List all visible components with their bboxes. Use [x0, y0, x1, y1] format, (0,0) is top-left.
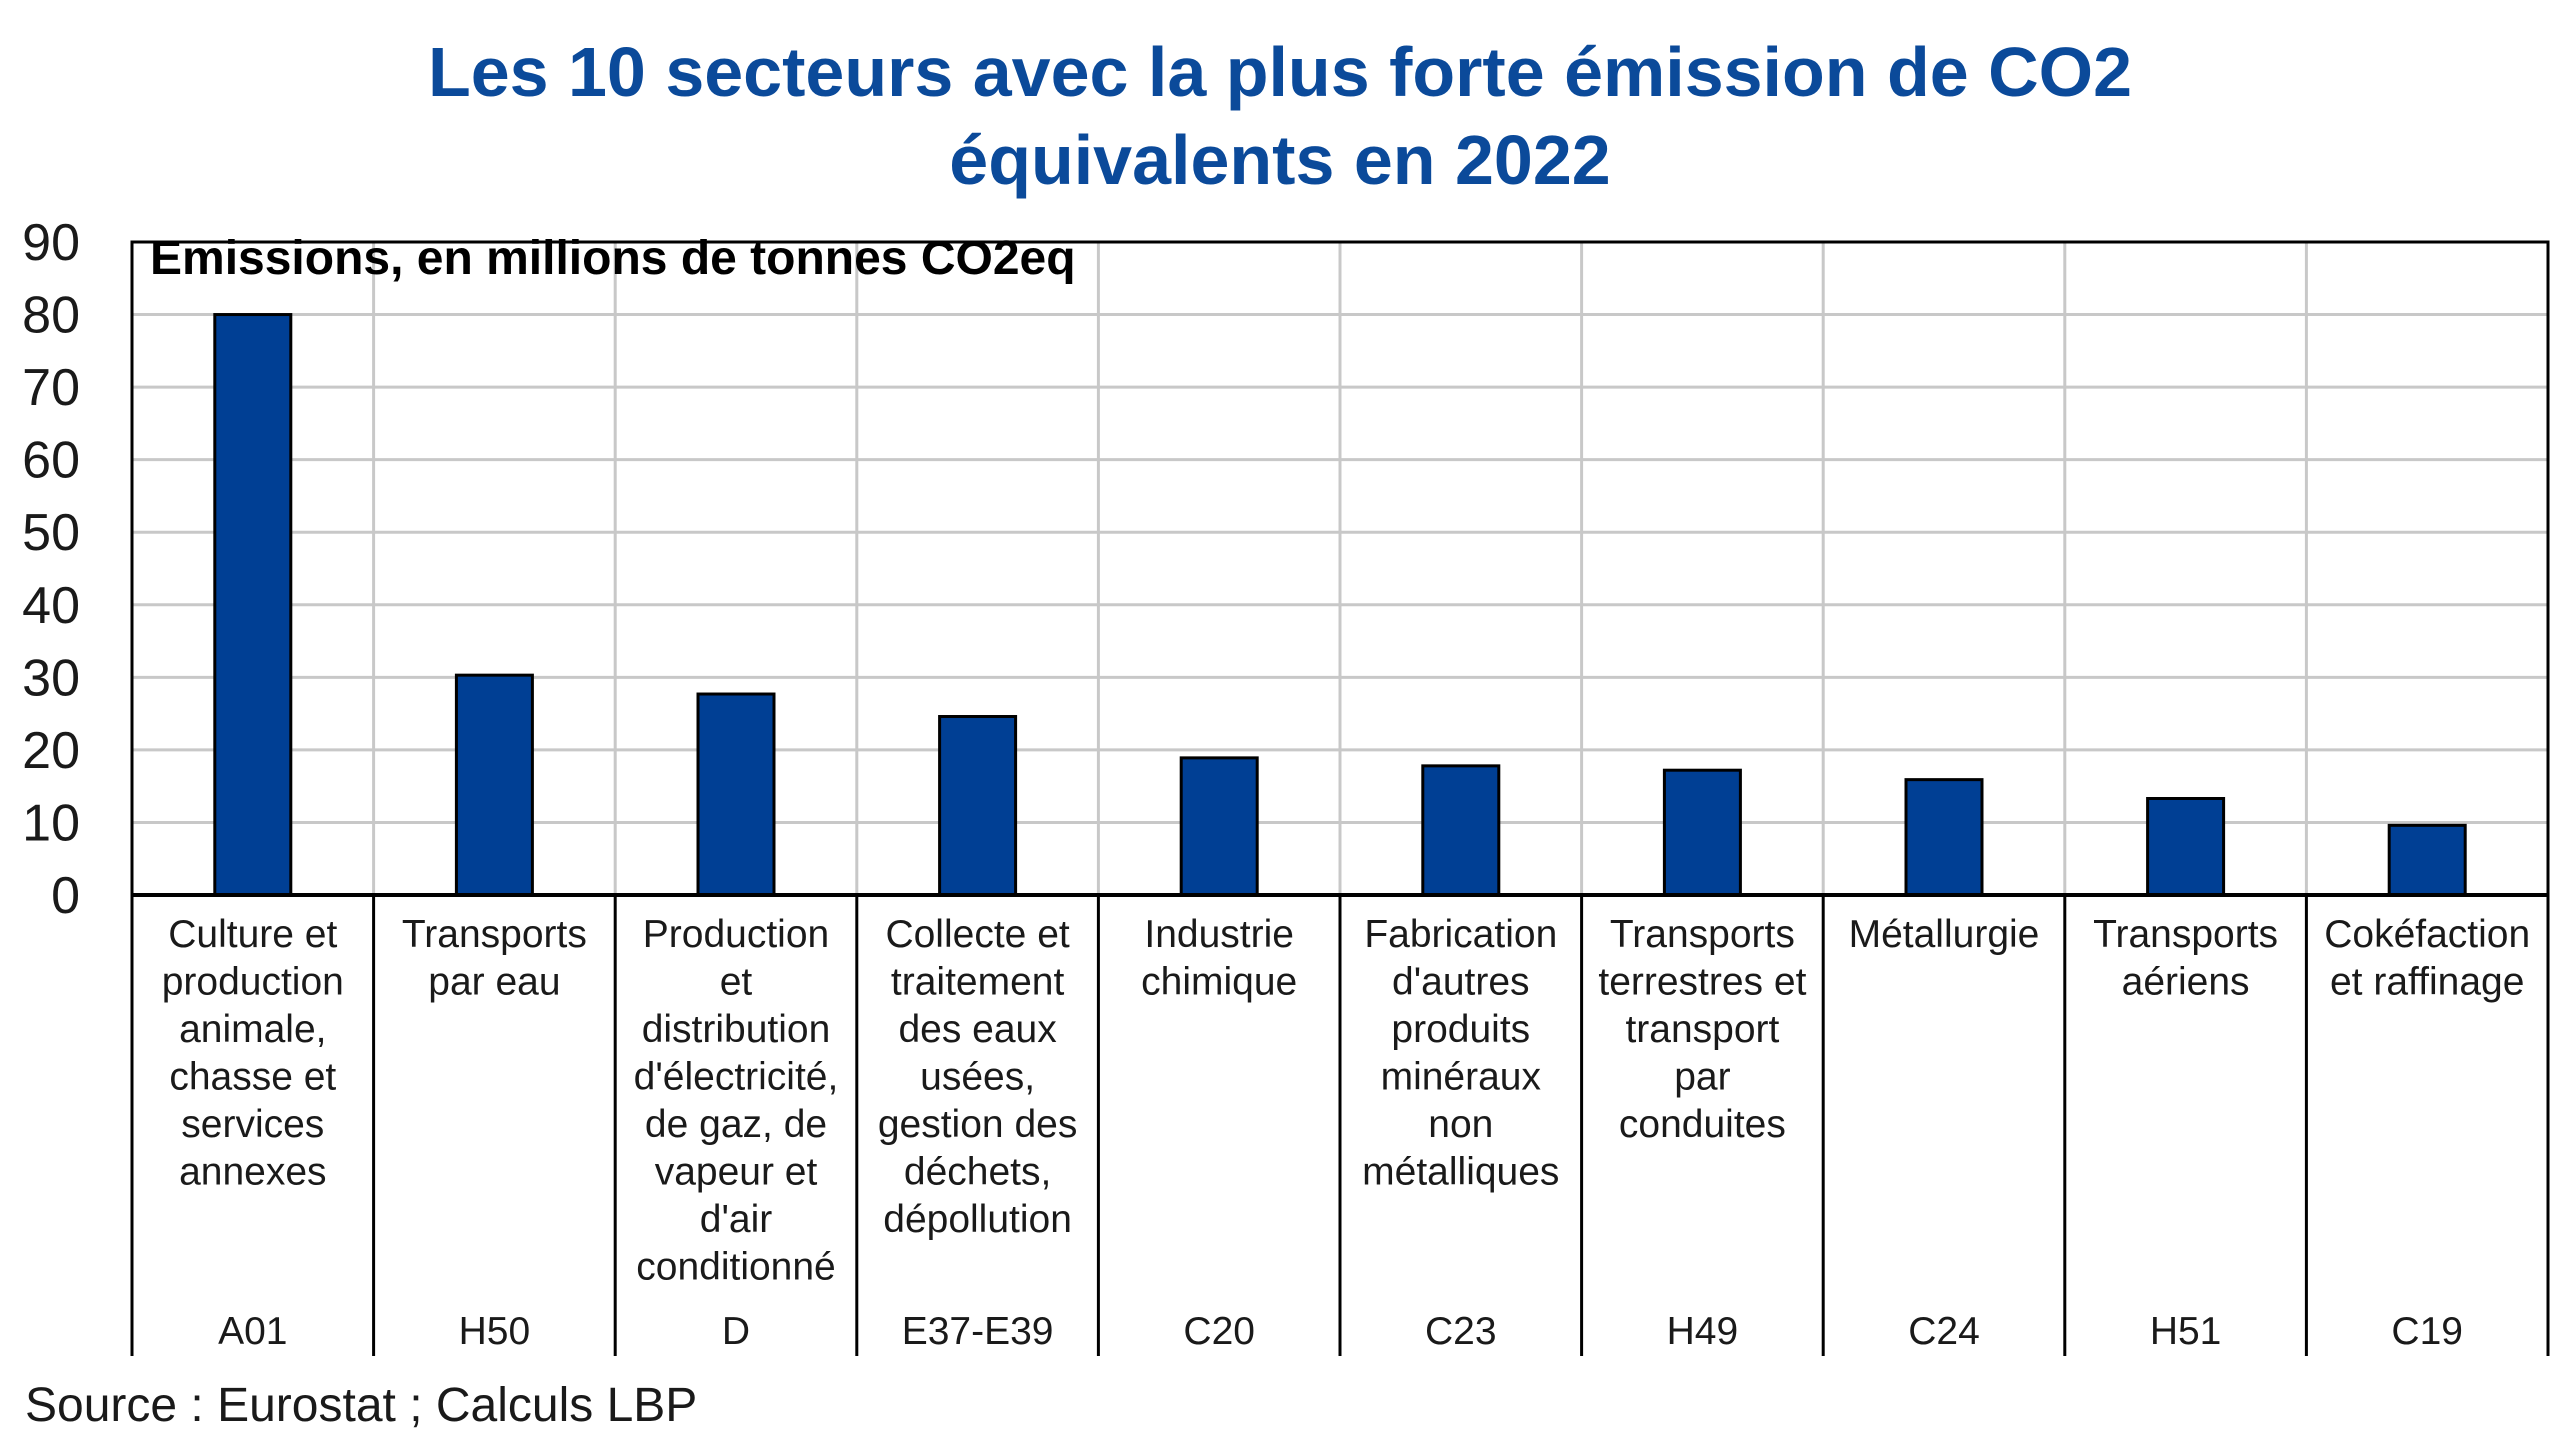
bar-c24: [1904, 778, 1984, 897]
bar-h50: [454, 673, 534, 897]
bar-c19: [2387, 823, 2467, 897]
y-tick-label: 20: [22, 722, 80, 780]
category-label: Culture et production animale, chasse et ser…: [162, 913, 344, 1194]
bars: [213, 313, 2467, 897]
category-code: A01: [218, 1310, 287, 1353]
bar-h49: [1662, 768, 1742, 897]
y-tick-label: 30: [22, 649, 80, 707]
bar-h51: [2146, 797, 2226, 897]
category-code: C20: [1183, 1310, 1255, 1353]
category-label: Industrie chimique: [1141, 913, 1297, 1004]
category-code: E37-E39: [902, 1310, 1054, 1353]
category-code: D: [722, 1310, 750, 1353]
x-category-labels: Culture et production animale, chasse et ser…: [162, 913, 2530, 1353]
category-code: H51: [2150, 1310, 2222, 1353]
category-label: Production et distribution d'électricité, de…: [634, 913, 839, 1289]
y-tick-labels: 0 10 20 30 40 50 60 70 80 90: [22, 214, 80, 925]
source-note: Source : Eurostat ; Calculs LBP: [25, 1379, 698, 1432]
grid-lines: [132, 240, 2548, 895]
bar-a01: [213, 313, 293, 897]
category-code: H50: [459, 1310, 531, 1353]
category-code: C24: [1908, 1310, 1980, 1353]
y-tick-label: 10: [22, 794, 80, 852]
category-code: C19: [2391, 1310, 2463, 1353]
category-label: Transports aériens: [2093, 913, 2278, 1004]
category-code: H49: [1667, 1310, 1739, 1353]
chart-title-line-1: Les 10 secteurs avec la plus forte émiss…: [427, 33, 2133, 111]
y-tick-label: 70: [22, 359, 80, 417]
y-tick-label: 90: [22, 214, 80, 272]
bar-c20: [1179, 756, 1259, 897]
y-tick-label: 40: [22, 577, 80, 635]
bar-e37-e39: [938, 715, 1018, 897]
bar-d: [696, 692, 776, 897]
y-tick-label: 50: [22, 504, 80, 562]
category-label: Fabrication d'autres produits minéraux non mé…: [1362, 913, 1559, 1194]
category-label: Transports terrestres et transport par condu…: [1598, 913, 1806, 1146]
y-axis-unit-label: Emissions, en millions de tonnes CO2eq: [150, 232, 1076, 285]
category-label: Transports par eau: [402, 913, 587, 1004]
y-tick-label: 80: [22, 287, 80, 345]
y-tick-label: 0: [51, 867, 80, 925]
category-label: Collecte et traitement des eaux usées, gesti…: [878, 913, 1077, 1241]
category-label: Métallurgie: [1849, 913, 2040, 956]
category-label: Cokéfaction et raffinage: [2324, 913, 2530, 1004]
bar-c23: [1421, 764, 1501, 897]
category-code: C23: [1425, 1310, 1497, 1353]
chart-title-line-2: équivalents en 2022: [949, 121, 1611, 199]
chart-title: Les 10 secteurs avec la plus forte émiss…: [0, 28, 2560, 204]
y-tick-label: 60: [22, 432, 80, 490]
axes: [130, 240, 2550, 1356]
